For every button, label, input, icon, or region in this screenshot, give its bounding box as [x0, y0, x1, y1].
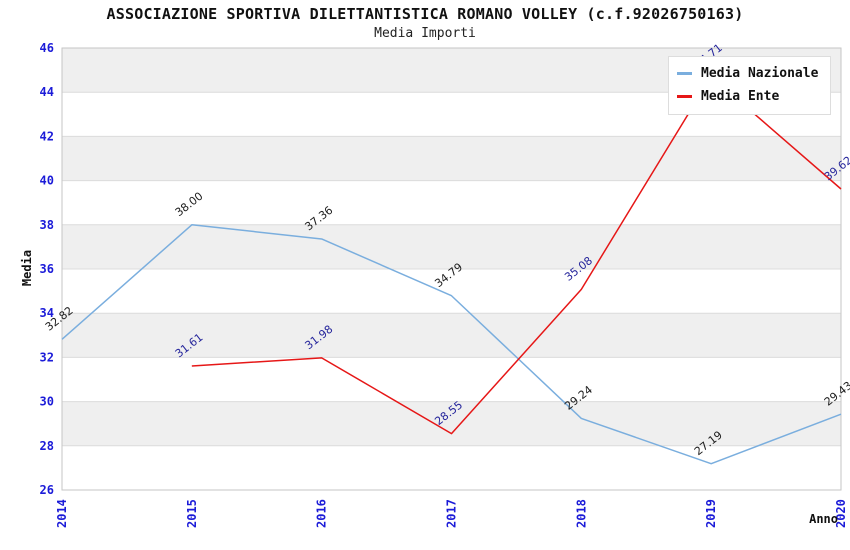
legend-label-media-nazionale: Media Nazionale	[701, 66, 819, 81]
plot-border	[61, 47, 842, 491]
legend-swatch-media-ente	[677, 95, 692, 98]
x-axis-label: Anno	[809, 512, 838, 526]
y-tick-label: 30	[40, 395, 54, 409]
x-tick-label: 2019	[704, 499, 718, 528]
y-tick-label: 28	[40, 439, 54, 453]
chart-title: ASSOCIAZIONE SPORTIVA DILETTANTISTICA RO…	[106, 5, 744, 23]
chart-subtitle: Media Importi	[374, 26, 476, 41]
plot-band	[62, 401, 841, 446]
plot-band	[62, 313, 841, 358]
legend-swatch-media-nazionale	[677, 72, 692, 75]
y-tick-label: 26	[40, 483, 54, 497]
x-tick-label: 2016	[315, 499, 329, 528]
y-tick-label: 40	[40, 174, 54, 188]
plot-band	[62, 136, 841, 181]
legend-item-media-ente: Media Ente	[677, 85, 818, 108]
y-tick-label: 38	[40, 218, 54, 232]
x-tick-label: 2015	[185, 499, 199, 528]
y-tick-label: 46	[40, 41, 54, 55]
legend-item-media-nazionale: Media Nazionale	[677, 62, 818, 85]
legend-label-media-ente: Media Ente	[701, 89, 780, 104]
y-tick-label: 44	[40, 85, 54, 99]
x-tick-label: 2014	[55, 499, 69, 528]
x-tick-label: 2018	[574, 499, 588, 528]
y-tick-label: 34	[40, 306, 54, 320]
line-media-nazionale	[61, 224, 842, 465]
y-axis-label: Media	[20, 250, 34, 286]
y-tick-label: 36	[40, 262, 54, 276]
value-label-media-nazionale: 38.00	[173, 190, 206, 220]
y-tick-label: 32	[40, 350, 54, 364]
x-tick-label: 2020	[834, 499, 848, 528]
y-tick-label: 42	[40, 129, 54, 143]
legend: Media Nazionale Media Ente	[668, 56, 832, 115]
x-tick-label: 2017	[445, 499, 459, 528]
plot-band	[62, 224, 841, 269]
